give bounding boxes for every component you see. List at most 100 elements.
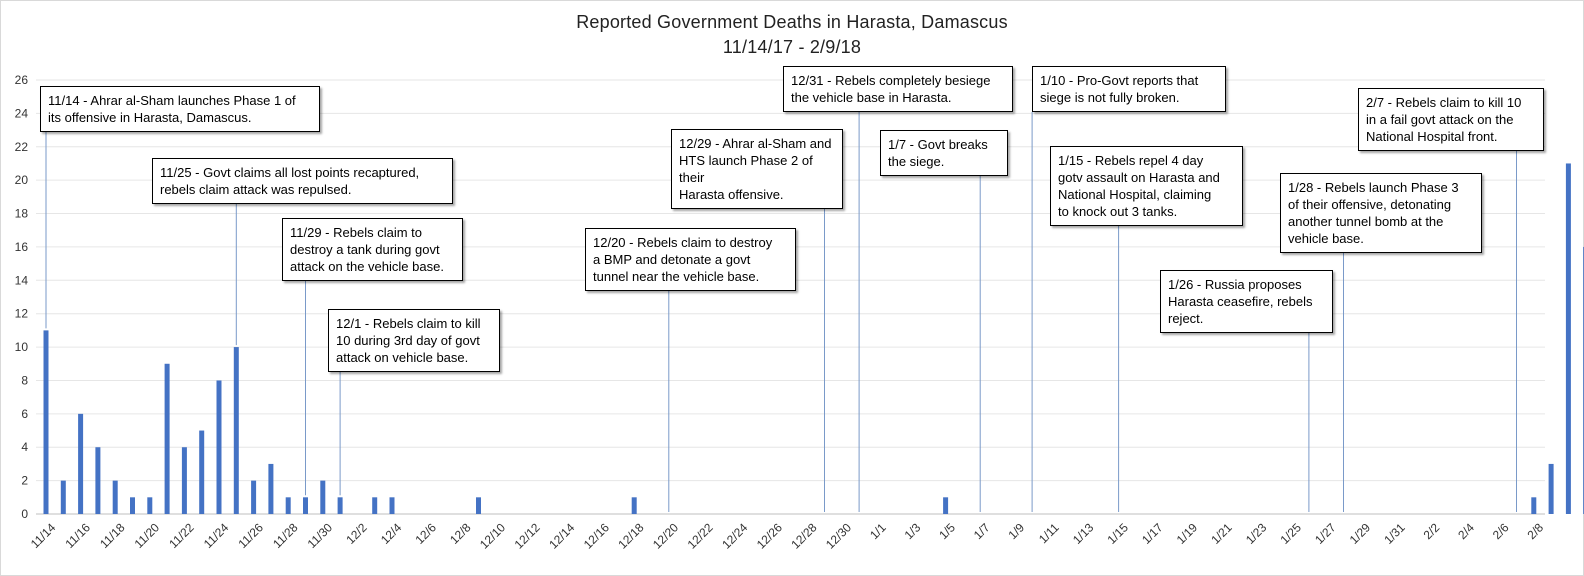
x-tick: 11/26 [235, 520, 266, 551]
x-tick-label: 12/22 [685, 520, 716, 551]
x-tick: 1/11 [1036, 520, 1062, 546]
annotation-text: tunnel near the vehicle base. [593, 269, 760, 284]
annotation-text: 10 during 3rd day of govt [336, 333, 480, 348]
x-tick: 12/28 [788, 520, 819, 551]
annotation-text: vehicle base. [1288, 231, 1364, 246]
bar [320, 480, 326, 514]
x-tick: 11/16 [62, 520, 93, 551]
annotation-box: 1/26 - Russia proposes Harasta ceasefire,… [1160, 270, 1333, 333]
x-tick-label: 12/10 [477, 520, 508, 551]
y-tick-label: 14 [15, 273, 29, 287]
x-tick-label: 12/20 [650, 520, 681, 551]
x-tick: 2/2 [1421, 520, 1443, 542]
annotation-box: 12/20 - Rebels claim to destroy a BMP and… [585, 228, 796, 291]
x-tick: 11/14 [28, 520, 59, 551]
annotation-text: 1/28 - Rebels launch Phase 3 [1288, 180, 1459, 195]
x-tick-label: 1/19 [1174, 520, 1201, 547]
x-tick: 11/30 [305, 520, 336, 551]
annotation-text: 1/7 - Govt breaks [888, 137, 988, 152]
y-tick-label: 2 [21, 474, 28, 488]
x-tick: 12/8 [447, 520, 474, 547]
x-tick: 12/30 [823, 520, 854, 551]
x-tick: 11/22 [166, 520, 197, 551]
bar [216, 380, 222, 514]
annotation-text: rebels claim attack was repulsed. [160, 182, 352, 197]
annotation-box: 11/14 - Ahrar al-Sham launches Phase 1 o… [40, 86, 320, 132]
annotation-text: another tunnel bomb at the [1288, 214, 1444, 229]
x-tick: 12/12 [512, 520, 543, 551]
annotation-text: HTS launch Phase 2 of their [679, 153, 813, 185]
x-tick-label: 12/28 [788, 520, 819, 551]
x-tick: 1/15 [1105, 520, 1132, 547]
x-tick-label: 1/11 [1036, 520, 1062, 546]
x-tick: 12/18 [615, 520, 646, 551]
annotation-text: 12/20 - Rebels claim to destroy [593, 235, 773, 250]
x-tick: 1/31 [1381, 520, 1408, 547]
x-tick-label: 12/18 [615, 520, 646, 551]
bar [147, 497, 153, 514]
annotation-text: 1/26 - Russia proposes [1168, 277, 1302, 292]
annotation-text: gotv assault on Harasta and [1058, 170, 1220, 185]
annotation-text: 1/15 - Rebels repel 4 day [1058, 153, 1204, 168]
bar [337, 497, 343, 514]
x-tick: 11/18 [97, 520, 128, 551]
annotation-text: reject. [1168, 311, 1204, 326]
x-tick-label: 11/22 [166, 520, 197, 551]
annotation-text: 11/25 - Govt claims all lost points reca… [160, 165, 420, 180]
annotation-box: 1/7 - Govt breaks the siege. [880, 130, 1008, 176]
x-tick-label: 11/30 [305, 520, 336, 551]
annotation-text: 12/1 - Rebels claim to kill [336, 316, 481, 331]
bar [372, 497, 378, 514]
x-tick-label: 1/7 [971, 520, 993, 542]
x-tick: 12/20 [650, 520, 681, 551]
bar [95, 447, 101, 514]
x-axis: 11/14 11/16 11/18 11/20 11/22 11/24 11/26 11/28… [28, 520, 1547, 551]
x-tick-label: 12/4 [378, 520, 405, 547]
x-tick-label: 12/2 [343, 520, 370, 547]
bar [285, 497, 291, 514]
bar [389, 497, 395, 514]
x-tick-label: 11/14 [28, 520, 59, 551]
x-tick: 12/16 [581, 520, 612, 551]
x-tick: 12/4 [378, 520, 405, 547]
annotation-text: 11/14 - Ahrar al-Sham launches Phase 1 o… [48, 93, 296, 108]
y-tick-label: 4 [21, 440, 28, 454]
x-tick: 1/1 [867, 520, 889, 542]
bar [303, 497, 308, 514]
x-tick: 12/2 [343, 520, 370, 547]
x-tick-label: 12/8 [447, 520, 474, 547]
x-tick-label: 2/2 [1421, 520, 1443, 542]
y-tick-label: 16 [15, 240, 29, 254]
x-tick-label: 12/16 [581, 520, 612, 551]
x-tick-label: 1/17 [1139, 520, 1166, 547]
x-tick-label: 2/4 [1455, 520, 1477, 542]
x-tick: 12/22 [685, 520, 716, 551]
annotation-box: 1/15 - Rebels repel 4 day gotv assault on… [1050, 146, 1243, 226]
x-tick-label: 11/26 [235, 520, 266, 551]
annotation-box: 11/29 - Rebels claim to destroy a tank du… [282, 218, 463, 281]
annotation-box: 12/1 - Rebels claim to kill 10 during 3rd… [328, 309, 500, 372]
annotation-text: in a fail govt attack on the [1366, 112, 1514, 127]
x-tick: 11/24 [201, 520, 232, 551]
y-tick-label: 20 [15, 173, 29, 187]
x-tick: 1/17 [1139, 520, 1166, 547]
annotation-text: Harasta offensive. [679, 187, 784, 202]
annotation-text: National Hospital front. [1366, 129, 1498, 144]
x-tick-label: 2/8 [1524, 520, 1546, 542]
annotation-text: 1/10 - Pro-Govt reports that [1040, 73, 1199, 88]
x-tick-label: 12/30 [823, 520, 854, 551]
x-tick-label: 11/28 [270, 520, 301, 551]
x-tick-label: 1/23 [1243, 520, 1270, 547]
bar [199, 430, 205, 514]
annotation-text: attack on vehicle base. [336, 350, 469, 365]
bar [1565, 163, 1571, 514]
bar [1548, 463, 1554, 514]
bar [476, 497, 481, 514]
annotation-text: a BMP and detonate a govt [593, 252, 751, 267]
x-tick: 2/6 [1490, 520, 1512, 542]
x-tick-label: 1/9 [1005, 520, 1027, 542]
bar [60, 480, 66, 514]
annotation-text: 11/29 - Rebels claim to [290, 225, 422, 240]
annotation-box: 12/31 - Rebels completely besiege the veh… [783, 66, 1013, 112]
annotation-text: National Hospital, claiming [1058, 187, 1212, 202]
